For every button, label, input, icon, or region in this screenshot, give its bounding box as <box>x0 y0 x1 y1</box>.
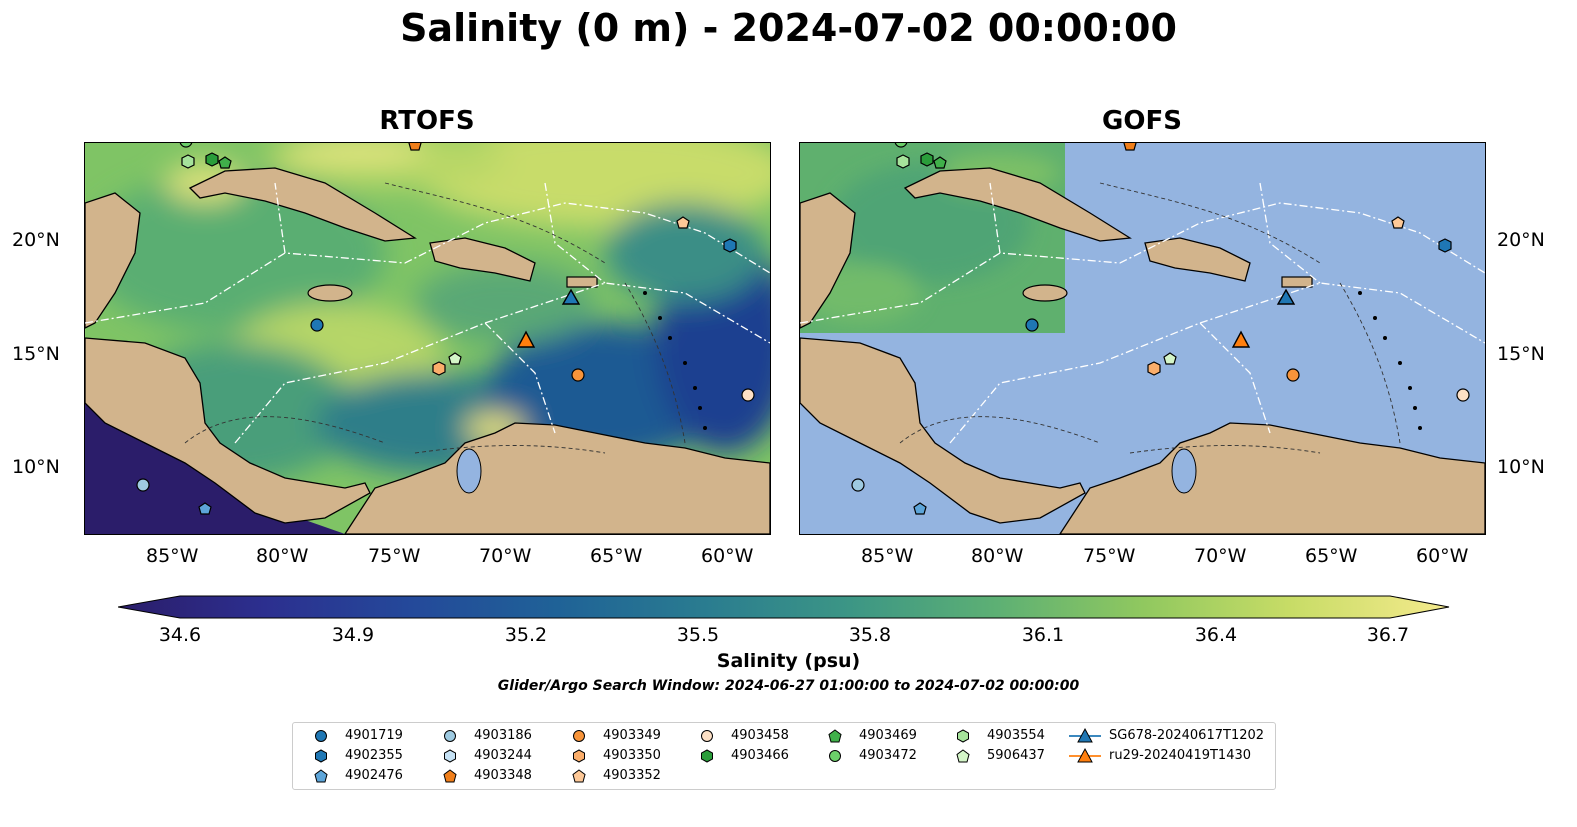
rtofs-lon-tick: 75°W <box>368 545 421 567</box>
hexagon-marker-icon <box>444 749 456 763</box>
legend-label: 4903186 <box>474 728 532 743</box>
colorbar-tick: 35.2 <box>504 624 548 646</box>
rtofs-lon-tick: 80°W <box>256 545 309 567</box>
gofs-panel-title: GOFS <box>1102 106 1182 136</box>
rtofs-lat-tick: 20°N <box>12 229 60 251</box>
rtofs-lat-tick: 15°N <box>12 343 60 365</box>
rtofs-map-canvas <box>85 143 770 534</box>
legend-label: SG678-20240617T1202 <box>1109 728 1265 743</box>
rtofs-map <box>84 142 771 535</box>
gofs-lon-tick: 85°W <box>861 545 914 567</box>
gofs-map <box>799 142 1486 535</box>
circle-marker-icon <box>829 750 841 762</box>
rtofs-lon-tick: 60°W <box>701 545 754 567</box>
circle-marker-icon <box>701 730 713 742</box>
colorbar-tick: 36.7 <box>1366 624 1410 646</box>
circle-marker-icon <box>573 730 585 742</box>
pentagon-marker-icon <box>572 769 586 783</box>
legend-label: 4903554 <box>987 728 1045 743</box>
colorbar-tick: 36.4 <box>1194 624 1238 646</box>
legend-label: 4901719 <box>345 728 403 743</box>
rtofs-lat-tick: 10°N <box>12 456 60 478</box>
legend-label: 4903348 <box>474 768 532 783</box>
rtofs-lon-tick: 85°W <box>146 545 199 567</box>
gofs-lon-tick: 70°W <box>1194 545 1247 567</box>
pentagon-marker-icon <box>956 749 970 763</box>
legend-label: 4903352 <box>603 768 661 783</box>
colorbar <box>118 595 1450 619</box>
gofs-lon-tick: 65°W <box>1305 545 1358 567</box>
hexagon-marker-icon <box>701 749 713 763</box>
triangle-marker-icon <box>1069 747 1101 763</box>
pentagon-marker-icon <box>314 769 328 783</box>
gofs-lat-tick: 15°N <box>1497 343 1545 365</box>
gofs-lat-tick: 20°N <box>1497 229 1545 251</box>
pentagon-marker-icon <box>443 769 457 783</box>
gofs-lon-tick: 80°W <box>971 545 1024 567</box>
figure-title: Salinity (0 m) - 2024-07-02 00:00:00 <box>400 6 1177 50</box>
gofs-map-canvas <box>800 143 1485 534</box>
colorbar-tick: 34.9 <box>331 624 375 646</box>
legend: 4901719 4902355 4902476 4903186 4903244 … <box>292 722 1276 790</box>
circle-marker-icon <box>444 730 456 742</box>
rtofs-lon-tick: 70°W <box>479 545 532 567</box>
legend-label: 4903472 <box>859 748 917 763</box>
hexagon-marker-icon <box>957 729 969 743</box>
gofs-lat-tick: 10°N <box>1497 456 1545 478</box>
pentagon-marker-icon <box>828 729 842 743</box>
legend-label: 4903244 <box>474 748 532 763</box>
gofs-lon-tick: 75°W <box>1083 545 1136 567</box>
circle-marker-icon <box>315 730 327 742</box>
legend-label: 5906437 <box>987 748 1045 763</box>
legend-label: ru29-20240419T1430 <box>1109 748 1252 763</box>
colorbar-tick: 34.6 <box>158 624 202 646</box>
colorbar-tick: 35.5 <box>676 624 720 646</box>
colorbar-tick: 36.1 <box>1021 624 1065 646</box>
legend-label: 4903469 <box>859 728 917 743</box>
legend-label: 4903350 <box>603 748 661 763</box>
legend-label: 4903466 <box>731 748 789 763</box>
hexagon-marker-icon <box>315 749 327 763</box>
rtofs-panel-title: RTOFS <box>379 106 475 136</box>
rtofs-lon-tick: 65°W <box>590 545 643 567</box>
legend-label: 4903458 <box>731 728 789 743</box>
hexagon-marker-icon <box>573 749 585 763</box>
triangle-marker-icon <box>1069 727 1101 743</box>
colorbar-tick: 35.8 <box>848 624 892 646</box>
search-window-text: Glider/Argo Search Window: 2024-06-27 01… <box>497 678 1080 694</box>
colorbar-label: Salinity (psu) <box>716 650 861 672</box>
legend-label: 4903349 <box>603 728 661 743</box>
legend-label: 4902355 <box>345 748 403 763</box>
gofs-lon-tick: 60°W <box>1416 545 1469 567</box>
legend-label: 4902476 <box>345 768 403 783</box>
